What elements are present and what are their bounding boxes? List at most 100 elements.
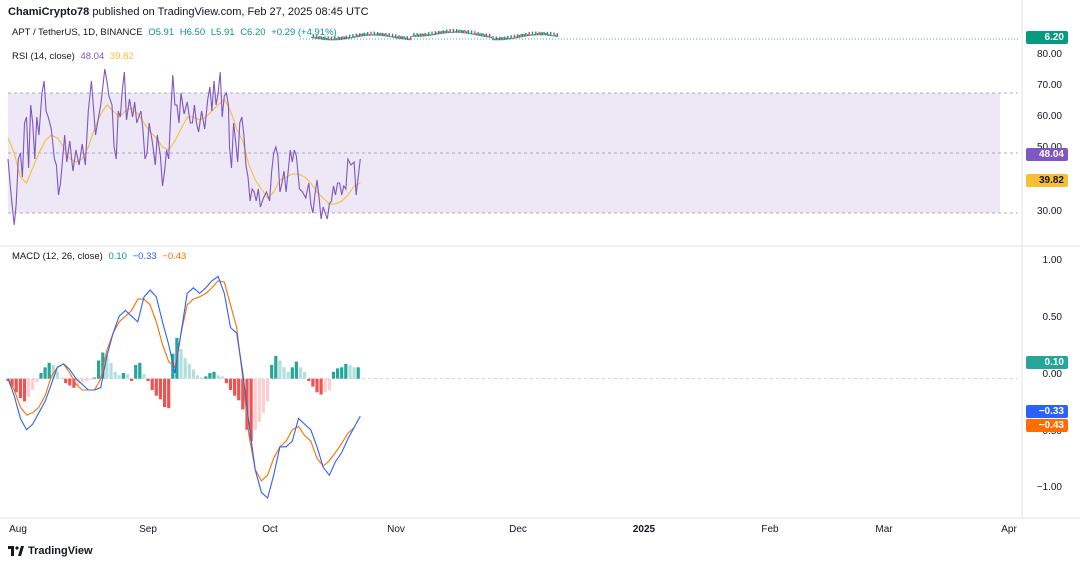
price-candle xyxy=(353,36,356,38)
macd-legend[interactable]: MACD (12, 26, close) 0.10 −0.33 −0.43 xyxy=(12,251,189,262)
price-candle xyxy=(434,31,436,35)
histogram-bar xyxy=(22,378,27,402)
histogram-bar xyxy=(241,378,245,410)
histogram-bar xyxy=(278,360,282,379)
histogram-bar xyxy=(113,371,117,379)
price-candle xyxy=(332,39,334,41)
histogram-bar xyxy=(344,363,348,379)
price-candle xyxy=(398,35,400,39)
price-candle xyxy=(454,31,456,33)
price-candle xyxy=(489,33,491,38)
price-candle xyxy=(475,33,478,36)
histogram-bar xyxy=(233,378,237,396)
price-candle xyxy=(362,33,364,37)
macd-label[interactable]: MACD (12, 26, close) xyxy=(12,251,103,262)
price-candle xyxy=(396,36,399,39)
price-candle xyxy=(322,37,324,40)
rsi-legend[interactable]: RSI (14, close) 48.04 39.82 xyxy=(12,51,137,62)
price-candle xyxy=(327,36,329,41)
histogram-bar xyxy=(47,362,51,379)
price-candle xyxy=(381,32,384,37)
price-candle xyxy=(337,36,339,41)
price-candle xyxy=(444,31,446,34)
price-candle xyxy=(414,35,417,37)
rsi-tag: 48.04 xyxy=(1026,148,1068,161)
price-candle xyxy=(426,34,428,37)
price-candle xyxy=(510,35,512,40)
price-candle xyxy=(437,30,440,35)
histogram-bar xyxy=(51,365,55,379)
histogram-bar xyxy=(60,377,64,379)
price-candle xyxy=(469,32,471,35)
price-candle xyxy=(507,35,509,40)
histogram-bar xyxy=(68,378,72,386)
histogram-bar xyxy=(105,354,109,379)
rsi-axis-50: 50.00 xyxy=(1037,142,1062,153)
author-name[interactable]: ChamiCrypto78 xyxy=(8,6,90,18)
histogram-bar xyxy=(303,371,307,379)
histogram-bar xyxy=(261,378,265,413)
histogram-bar xyxy=(88,378,92,380)
rsi-axis-30: 30.00 xyxy=(1036,206,1062,217)
rsi-ma-line xyxy=(7,98,361,205)
macd-legend-hist: 0.10 xyxy=(108,251,127,262)
macd-axis-neg1: −1.00 xyxy=(1036,482,1062,493)
histogram-bar xyxy=(163,378,167,408)
price-candle xyxy=(548,34,550,36)
histogram-bar xyxy=(121,373,125,379)
price-candle xyxy=(474,31,476,36)
price-change: +0.29 (+4.91%) xyxy=(271,27,337,38)
price-candle xyxy=(472,33,474,35)
histogram-bar xyxy=(146,378,150,381)
price-candle xyxy=(401,36,403,40)
macd-signal-line xyxy=(7,280,355,482)
histogram-bar xyxy=(311,378,315,387)
price-candle xyxy=(518,35,520,38)
histogram-bar xyxy=(224,378,228,384)
price-candle xyxy=(505,37,507,40)
price-candle xyxy=(490,36,492,38)
rsi-label[interactable]: RSI (14, close) xyxy=(12,51,75,62)
price-candle xyxy=(325,38,328,41)
price-candle xyxy=(424,32,427,37)
price-candle xyxy=(347,37,349,39)
price-candle xyxy=(350,37,352,39)
histogram-bar xyxy=(282,367,286,379)
price-candle xyxy=(423,33,425,37)
price-candle xyxy=(553,32,555,37)
price-candle xyxy=(480,33,483,37)
histogram-bar xyxy=(76,378,80,386)
price-candle xyxy=(457,30,460,33)
price-candle xyxy=(330,36,333,41)
symbol-legend[interactable]: APT / TetherUS, 1D, BINANCE O5.91 H6.50 … xyxy=(12,27,340,38)
macd-axis-0: 0.00 xyxy=(1042,369,1062,380)
price-candle xyxy=(418,34,420,37)
rsi-legend-signal: 39.82 xyxy=(109,51,134,62)
price-candle xyxy=(513,34,516,39)
histogram-bar xyxy=(228,378,233,391)
rsi-line xyxy=(7,68,361,226)
price-candle xyxy=(378,33,380,36)
ohlc-high: H6.50 xyxy=(179,27,206,38)
price-candle xyxy=(416,33,418,37)
price-candle xyxy=(329,38,331,41)
histogram-bar xyxy=(195,375,200,379)
price-candle xyxy=(461,30,463,34)
histogram-bar xyxy=(257,378,261,422)
price-candle xyxy=(409,36,412,41)
histogram-bar xyxy=(253,378,257,430)
rsi-guide-lines xyxy=(8,92,1018,214)
price-candle xyxy=(543,31,545,36)
tradingview-brand[interactable]: TradingView xyxy=(8,545,93,557)
price-candle xyxy=(363,32,366,37)
macd-legend-signal: −0.43 xyxy=(162,251,187,262)
price-candle xyxy=(429,34,432,36)
histogram-bar xyxy=(356,367,360,379)
price-candle xyxy=(376,32,379,36)
price-candle xyxy=(512,37,514,39)
price-candle xyxy=(360,33,362,37)
price-candle xyxy=(449,29,451,33)
symbol-name[interactable]: APT / TetherUS, 1D, BINANCE xyxy=(12,27,143,38)
histogram-bar xyxy=(249,378,253,442)
